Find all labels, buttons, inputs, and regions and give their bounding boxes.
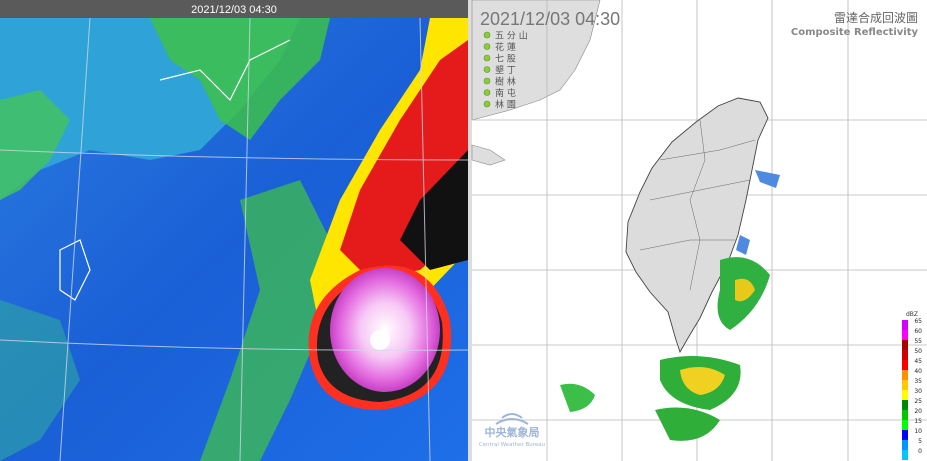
station-dot bbox=[483, 54, 491, 62]
colorbar-swatch bbox=[902, 410, 908, 420]
logo: 中央氣象局 Central Weather Bureau bbox=[479, 413, 545, 448]
station-dot bbox=[483, 43, 491, 50]
station-dot bbox=[483, 77, 491, 85]
station-dot bbox=[483, 31, 491, 39]
county-border bbox=[649, 179, 751, 201]
longitude-line bbox=[239, 18, 251, 461]
colorbar-tick-label: 25 bbox=[914, 398, 922, 405]
station-name: 七 股 bbox=[495, 54, 516, 65]
colorbar-swatch bbox=[902, 370, 908, 380]
typhoon-core bbox=[330, 268, 440, 392]
cloud-green bbox=[200, 180, 330, 461]
cloud-cyan bbox=[0, 300, 80, 461]
colorbar-tick-label: 45 bbox=[914, 358, 922, 365]
divider bbox=[468, 0, 472, 461]
colorbar-swatch bbox=[902, 340, 908, 350]
station-name: 樹 林 bbox=[495, 76, 516, 88]
station-name: 五 分 山 bbox=[495, 31, 528, 42]
county-border bbox=[659, 139, 756, 161]
coastline bbox=[159, 39, 291, 102]
echo bbox=[736, 235, 750, 255]
colorbar-tick-label: 40 bbox=[914, 368, 922, 375]
latitude-line bbox=[0, 149, 468, 161]
taiwan bbox=[625, 97, 769, 354]
colorbar-tick-label: 20 bbox=[914, 408, 922, 415]
echo bbox=[755, 170, 780, 188]
radar-timestamp: 2021/12/03 04:30 bbox=[480, 9, 620, 29]
colorbar-swatch bbox=[902, 400, 908, 410]
county-borders bbox=[639, 119, 756, 291]
county-border bbox=[639, 239, 735, 251]
station-name: 花 蓮 bbox=[495, 41, 516, 53]
station-name: 南 屯 bbox=[495, 87, 516, 99]
radar-echoes bbox=[560, 170, 780, 441]
colorbar-swatch bbox=[902, 330, 908, 340]
colorbar-swatch bbox=[902, 420, 908, 430]
colorbar-tick-label: 30 bbox=[914, 388, 922, 395]
colorbar-tick-label: 15 bbox=[914, 418, 922, 425]
echo bbox=[680, 366, 725, 395]
colorbar-swatch bbox=[902, 450, 908, 460]
station-dot bbox=[483, 100, 491, 108]
satellite-panel: 2021/12/03 04:30 bbox=[0, 0, 468, 461]
logo-name-en: Central Weather Bureau bbox=[479, 442, 545, 448]
colorbar-unit: dBZ bbox=[906, 311, 918, 318]
longitude-line bbox=[419, 18, 431, 461]
colorbar-swatch bbox=[902, 440, 908, 450]
colorbar-swatch bbox=[902, 320, 908, 330]
longitude-line bbox=[59, 18, 91, 461]
station-dot bbox=[483, 66, 491, 73]
echo bbox=[655, 407, 720, 441]
latitude-line bbox=[0, 339, 468, 351]
station-name: 林 園 bbox=[495, 99, 516, 111]
colorbar-tick-label: 65 bbox=[914, 318, 922, 325]
radar-title: 雷達合成回波圖 bbox=[834, 10, 918, 25]
station-dot bbox=[483, 89, 491, 96]
colorbar-swatch bbox=[902, 350, 908, 360]
typhoon-eye bbox=[370, 330, 390, 350]
colorbar-tick-label: 55 bbox=[914, 338, 922, 345]
satellite-header bbox=[0, 0, 468, 18]
coastline bbox=[59, 239, 91, 301]
colorbar-tick-label: 10 bbox=[914, 428, 922, 435]
satellite-timestamp: 2021/12/03 04:30 bbox=[191, 4, 277, 16]
colorbar-swatch bbox=[902, 360, 908, 370]
logo-mark bbox=[495, 413, 529, 425]
band-black bbox=[400, 150, 468, 270]
mainland bbox=[471, 144, 506, 166]
colorbar-tick-label: 35 bbox=[914, 378, 922, 385]
colorbar-tick-label: 50 bbox=[914, 348, 922, 355]
cloud-green bbox=[0, 90, 70, 200]
colorbar-tick-label: 60 bbox=[914, 328, 922, 335]
colorbar-swatch bbox=[902, 430, 908, 440]
mainland bbox=[471, 0, 601, 121]
graticule bbox=[0, 18, 468, 461]
radar-panel: 2021/12/03 04:30 雷達合成回波圖 Composite Refle… bbox=[471, 0, 927, 461]
radar-subtitle: Composite Reflectivity bbox=[791, 27, 919, 38]
colorbar-swatch bbox=[902, 390, 908, 400]
colorbar-tick-label: 5 bbox=[918, 438, 922, 445]
station-name: 墾 丁 bbox=[495, 64, 516, 76]
colorbar-swatch bbox=[902, 380, 908, 390]
logo-name: 中央氣象局 bbox=[485, 425, 540, 439]
echo bbox=[735, 278, 755, 302]
satellite-image bbox=[0, 18, 468, 461]
station-list: 五 分 山花 蓮七 股墾 丁樹 林南 屯林 園 bbox=[483, 31, 528, 111]
county-border bbox=[689, 119, 706, 291]
echo bbox=[560, 383, 595, 412]
colorbar-tick-label: 0 bbox=[918, 448, 922, 455]
